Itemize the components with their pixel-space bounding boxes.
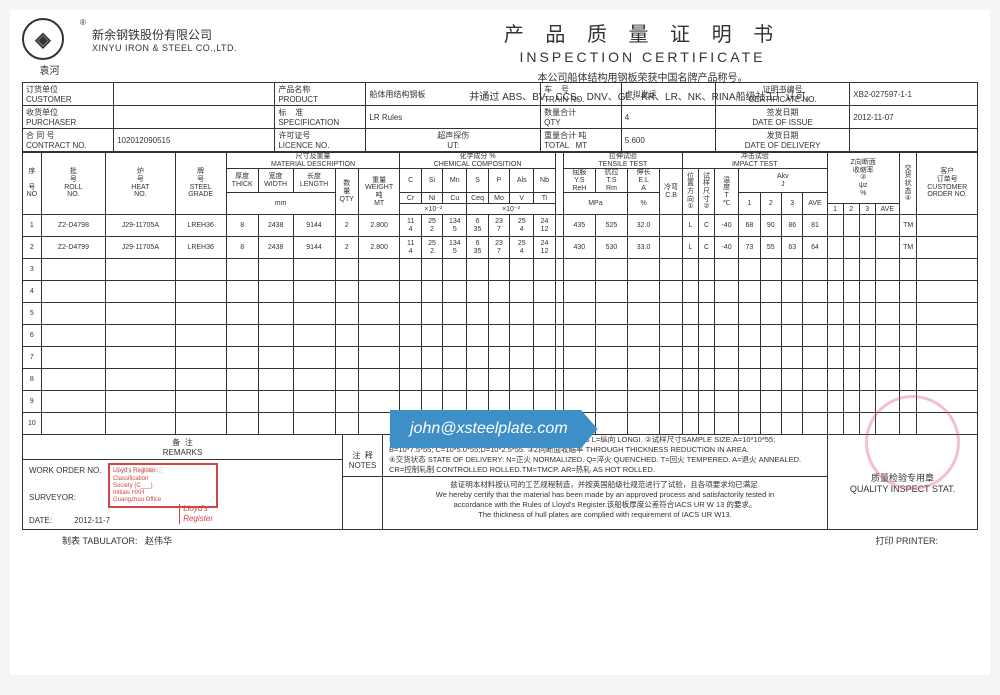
table-row: 7 (23, 347, 978, 369)
company-name: 新余钢铁股份有限公司 XINYU IRON & STEEL CO.,LTD. (92, 18, 292, 53)
table-row: 6 (23, 325, 978, 347)
header: ◈ 袁河 ® 新余钢铁股份有限公司 XINYU IRON & STEEL CO.… (22, 18, 978, 78)
data-table: 序 号 NO 批 号 ROLL NO. 炉 号 HEAT NO. 牌 号 STE… (22, 152, 978, 435)
table-row: 5 (23, 303, 978, 325)
lloyds-stamp: Lloyd's Register Classification Society … (108, 463, 218, 508)
remarks-section: 备 注 REMARKS WORK ORDER NO. GZU1220842 SU… (22, 435, 978, 530)
table-row: 4 (23, 281, 978, 303)
table-row: 3 (23, 259, 978, 281)
table-row: 9 (23, 391, 978, 413)
registered-mark: ® (80, 18, 86, 27)
company-logo: ◈ 袁河 (22, 18, 77, 73)
table-row: 8 (23, 369, 978, 391)
table-row: 1Z2-D4798J29-11705ALREH3682438914422.800… (23, 215, 978, 237)
table-row: 2Z2-D4799J29-11705ALREH3682438914422.800… (23, 237, 978, 259)
certificate-page: ◈ 袁河 ® 新余钢铁股份有限公司 XINYU IRON & STEEL CO.… (10, 10, 990, 675)
watermark-overlay: john@xsteelplate.com (390, 410, 598, 448)
round-stamp (865, 395, 960, 490)
footer: 制表 TABULATOR: 赵伟华 打印 PRINTER: (22, 530, 978, 551)
